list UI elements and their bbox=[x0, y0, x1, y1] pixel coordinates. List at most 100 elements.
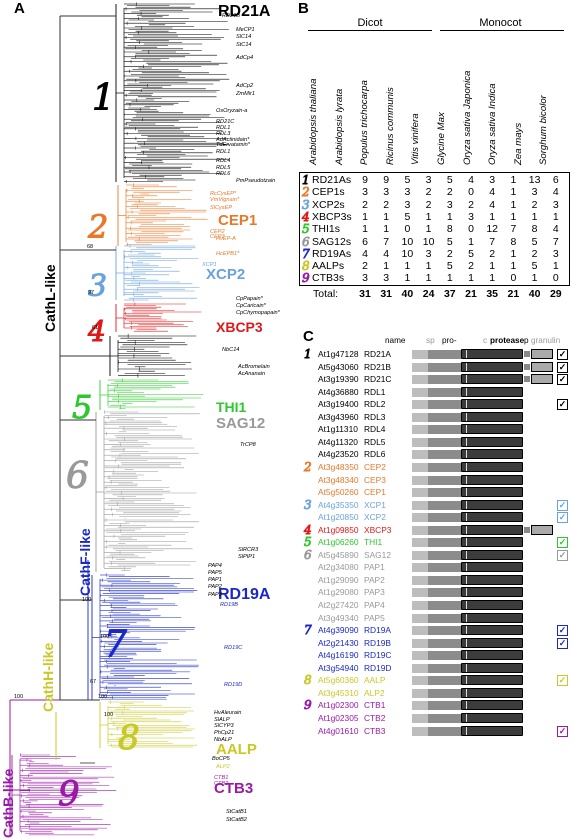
cleavage-mark bbox=[466, 663, 468, 672]
taxon-label: RDL4 bbox=[216, 158, 231, 164]
protease-domain-bar bbox=[461, 524, 523, 535]
table-cell: 2 bbox=[468, 260, 474, 273]
group-number: 3 bbox=[302, 197, 311, 212]
protein-name: RDL3 bbox=[364, 411, 386, 422]
table-cell: 1 bbox=[510, 210, 517, 223]
cleavage-mark bbox=[466, 362, 468, 371]
table-cell: 6 bbox=[552, 174, 559, 186]
bootstrap-value: 67 bbox=[90, 679, 97, 685]
signal-peptide-bar bbox=[412, 425, 428, 435]
protein-name: RDL1 bbox=[364, 386, 386, 397]
taxon-label: MeCP1 bbox=[236, 27, 255, 33]
taxon-label: CTB1 bbox=[214, 775, 229, 781]
prodomain-bar bbox=[428, 350, 461, 359]
prodomain-bar bbox=[428, 437, 461, 447]
group-label-rd21a: RD21A bbox=[218, 3, 271, 20]
group-number-5: 5 bbox=[71, 388, 93, 427]
cathl-like-label: CathL-like bbox=[42, 264, 58, 332]
group-number-6: 6 bbox=[66, 456, 90, 498]
total-cell: 40 bbox=[528, 288, 541, 300]
check-mark: ✓ bbox=[557, 537, 568, 549]
prodomain-bar bbox=[428, 538, 461, 548]
table-cell: 5 bbox=[531, 260, 538, 273]
table-cell: 2 bbox=[383, 198, 390, 211]
protein-name: RD19C bbox=[364, 650, 392, 661]
group-label-xcp2: XCP2 bbox=[206, 266, 246, 283]
panel-a-label: A bbox=[14, 0, 25, 17]
protease-domain-bar bbox=[461, 361, 523, 372]
signal-peptide-bar bbox=[412, 538, 428, 548]
protein-name: RD21C bbox=[364, 374, 392, 385]
group-number: 8 bbox=[302, 259, 311, 274]
accession-label: At4g23520 bbox=[318, 449, 359, 460]
group-number: 1 bbox=[302, 173, 311, 188]
table-cell: 1 bbox=[446, 210, 453, 223]
table-cell: 4 bbox=[552, 223, 559, 236]
prodomain-bar bbox=[428, 462, 461, 472]
group-number: 7 bbox=[304, 623, 313, 638]
protein-name: SAG12 bbox=[364, 549, 392, 560]
check-mark: ✓ bbox=[557, 725, 568, 737]
table-cell: 5 bbox=[531, 235, 538, 248]
cleavage-mark bbox=[466, 450, 468, 459]
protein-name: RD21A bbox=[364, 349, 391, 359]
table-cell: 3 bbox=[552, 198, 559, 211]
taxon-label: AdActinidain* bbox=[216, 137, 250, 143]
prodomain-bar bbox=[428, 575, 461, 585]
count-table-frame bbox=[299, 172, 570, 286]
linker-bar bbox=[524, 376, 530, 383]
table-cell: 10 bbox=[422, 235, 435, 248]
protease-domain-bar bbox=[461, 424, 523, 435]
cleavage-mark bbox=[466, 688, 468, 697]
table-cell: 12 bbox=[486, 223, 499, 236]
protease-domain-bar bbox=[461, 512, 523, 523]
group-number: 4 bbox=[302, 209, 311, 224]
granulin-domain-bar bbox=[531, 349, 553, 359]
taxon-label: RDL6 bbox=[216, 171, 231, 177]
protein-name: RD19D bbox=[364, 662, 392, 673]
species-header: Populus trichocarpa bbox=[359, 80, 371, 165]
taxon-label: PAP4 bbox=[208, 563, 222, 569]
check-mark: ✓ bbox=[557, 625, 568, 637]
protein-name: CTB3 bbox=[364, 725, 386, 736]
protein-name: CTB1 bbox=[364, 700, 386, 711]
table-cell: 0 bbox=[468, 223, 474, 236]
protease-domain-bar bbox=[461, 449, 523, 460]
group-number-8: 8 bbox=[118, 718, 141, 759]
taxon-label: ZmMir1 bbox=[236, 91, 255, 97]
taxon-label: CpCaricain* bbox=[236, 303, 266, 309]
prodomain-bar bbox=[428, 626, 461, 636]
dicot-header: Dicot bbox=[357, 17, 383, 29]
cleavage-mark bbox=[466, 513, 468, 522]
cleavage-mark bbox=[466, 713, 468, 722]
panel-c-label: C bbox=[303, 328, 314, 345]
signal-peptide-bar bbox=[412, 638, 428, 648]
cleavage-mark bbox=[466, 638, 468, 647]
table-cell: 2 bbox=[446, 186, 453, 199]
taxon-label: AcAnanain bbox=[238, 371, 266, 377]
table-cell: 1 bbox=[383, 223, 390, 236]
check-mark: ✓ bbox=[557, 675, 568, 687]
species-header: Ricinus communis bbox=[384, 87, 396, 165]
table-cell: 1 bbox=[489, 210, 496, 223]
table-cell: 1 bbox=[383, 260, 390, 273]
prodomain-bar bbox=[428, 362, 461, 372]
table-cell: 3 bbox=[362, 272, 368, 285]
row-label: THI1s bbox=[312, 223, 341, 236]
cleavage-mark bbox=[466, 462, 468, 471]
signal-peptide-bar bbox=[412, 500, 428, 510]
taxon-label: XCP1 bbox=[202, 262, 217, 268]
col-header-p: p bbox=[524, 336, 529, 345]
protease-domain-bar bbox=[461, 675, 523, 686]
signal-peptide-bar bbox=[412, 475, 428, 485]
taxon-label: PAP5 bbox=[208, 570, 222, 576]
prodomain-bar bbox=[428, 500, 461, 510]
bootstrap-value: 68 bbox=[87, 244, 94, 250]
taxon-label: SlCysEP bbox=[210, 205, 233, 211]
granulin-domain-bar bbox=[531, 524, 553, 535]
cathb-like-label: CathB-like bbox=[0, 768, 16, 838]
taxon-label: RD19C bbox=[224, 645, 243, 651]
total-cell: 29 bbox=[549, 288, 562, 300]
species-header: Arabidopsis lyrata bbox=[333, 88, 345, 165]
col-header-name: name bbox=[385, 336, 406, 345]
